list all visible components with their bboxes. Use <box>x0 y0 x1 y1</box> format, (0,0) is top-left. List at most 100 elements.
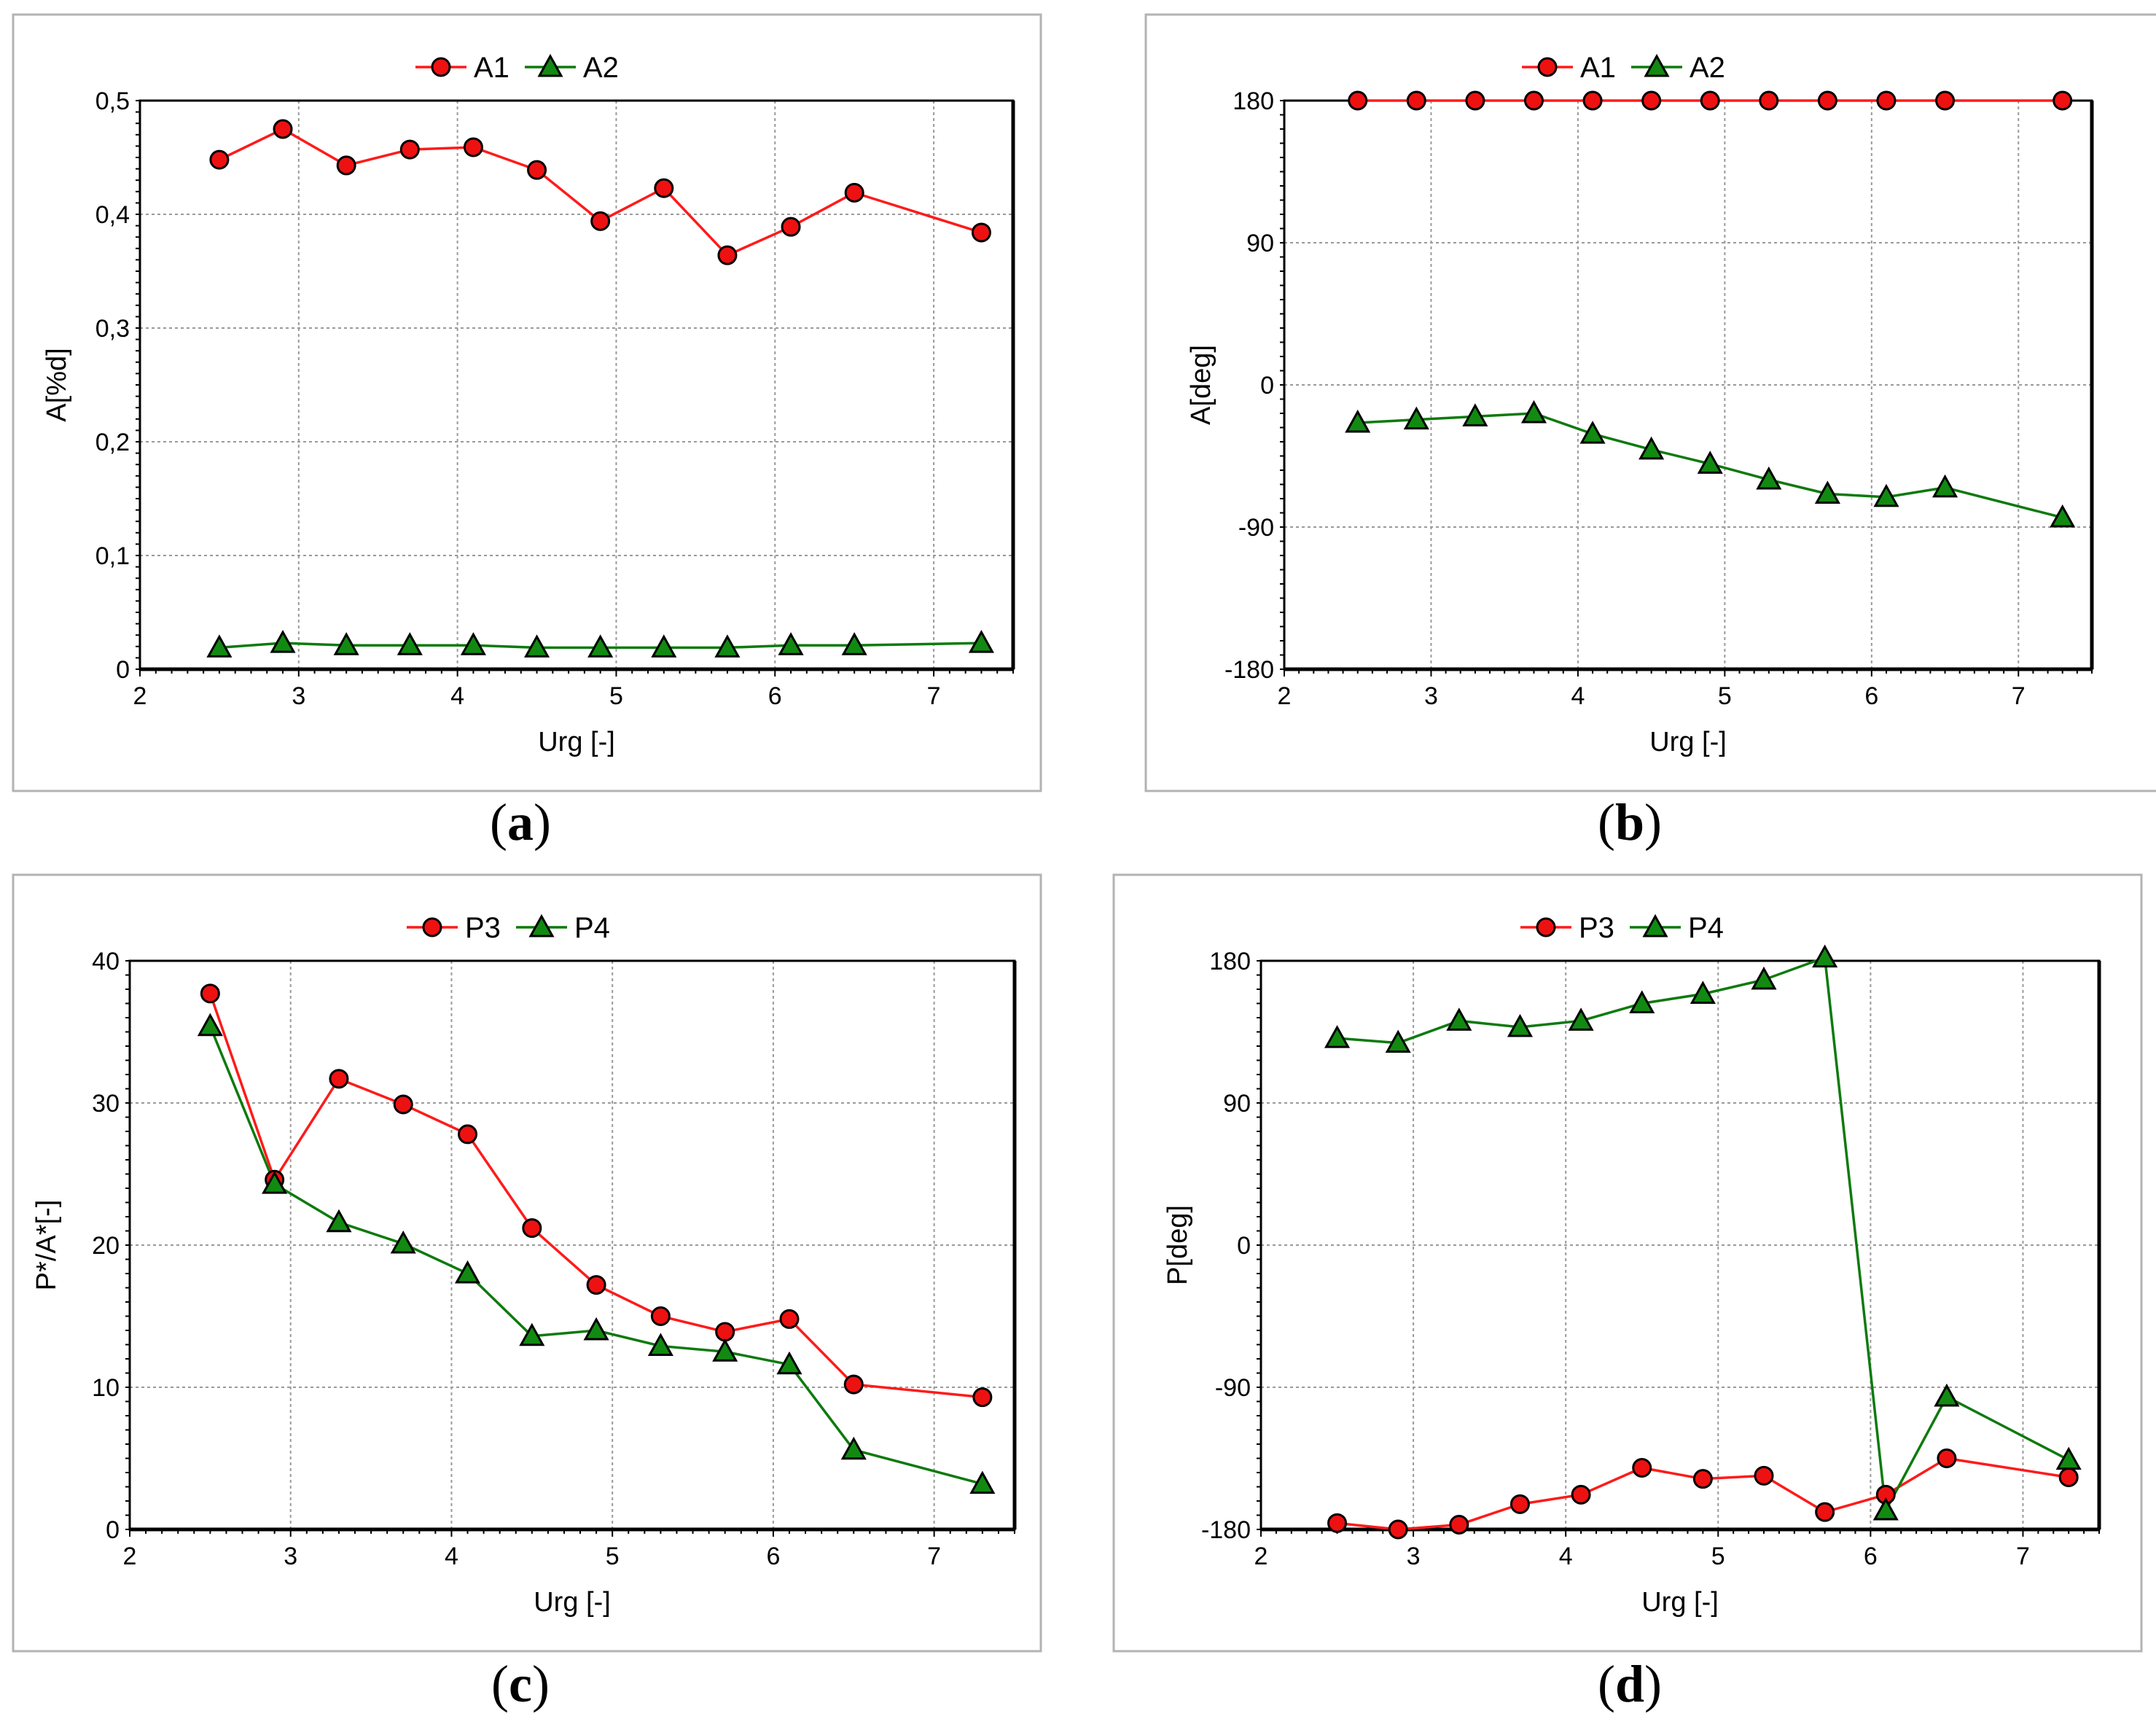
legend-label-1: P3 <box>1579 912 1614 944</box>
data-point-A2 <box>1873 483 1899 507</box>
data-point-P3 <box>586 1275 606 1295</box>
x-tick-label: 7 <box>927 1543 941 1570</box>
y-tick-label: 0,1 <box>95 542 130 570</box>
data-point-A2 <box>841 632 867 655</box>
data-point-P3 <box>1937 1449 1957 1468</box>
data-point-P3 <box>1509 1494 1530 1514</box>
data-point-P3 <box>650 1306 671 1326</box>
data-point-P4 <box>454 1260 481 1284</box>
series-line-P3 <box>208 993 983 1399</box>
data-point-P4 <box>1568 1007 1594 1031</box>
panel-frame <box>12 873 1042 1653</box>
x-tick-label: 7 <box>2016 1543 2030 1570</box>
data-point-A2 <box>1814 480 1840 504</box>
y-tick-label: 0 <box>1260 372 1274 399</box>
y-axis-label: P*/A*[-] <box>31 1200 62 1291</box>
data-point-A1 <box>399 139 420 160</box>
data-point-P4 <box>197 1013 223 1037</box>
x-axis-label: Urg [-] <box>1649 727 1727 757</box>
data-point-A1 <box>1582 90 1603 111</box>
data-point-A1 <box>209 149 230 170</box>
legend: P3 P4 <box>1520 912 1724 944</box>
data-point-A1 <box>717 245 738 265</box>
data-point-P3 <box>779 1309 800 1329</box>
data-point-A1 <box>2053 90 2073 111</box>
panel-caption: (c) <box>491 1655 550 1713</box>
y-axis-label: A[deg] <box>1186 345 1216 425</box>
y-tick-label: 90 <box>1223 1090 1251 1118</box>
x-tick-label: 7 <box>927 682 941 710</box>
y-tick-label: -180 <box>1225 656 1274 684</box>
y-tick-label: 0 <box>106 1516 120 1544</box>
data-point-P3 <box>1327 1513 1348 1533</box>
panel-caption: (b) <box>1598 793 1662 851</box>
data-point-A1 <box>336 155 356 176</box>
x-tick-label: 6 <box>766 1543 780 1570</box>
series-line-P4 <box>1337 956 2069 1515</box>
legend-label-1: A1 <box>1580 52 1616 84</box>
chart-panel-d: 2 3 4 5 6 7 -180 -90 0 90 180 Urg [-] P[deg] P3 P4 (d) <box>1112 873 2143 1713</box>
x-tick-label: 7 <box>2012 682 2026 710</box>
data-point-A2 <box>1579 421 1606 444</box>
y-tick-label: 0 <box>116 656 130 684</box>
x-tick-label: 6 <box>1864 682 1878 710</box>
y-tick-label: 0,4 <box>95 201 130 229</box>
x-tick-label: 6 <box>1864 1543 1878 1570</box>
data-point-A1 <box>781 217 801 237</box>
legend-label-1: A1 <box>474 52 509 84</box>
data-point-P4 <box>1751 966 1777 990</box>
x-tick-label: 2 <box>1254 1543 1268 1570</box>
plot-area <box>138 99 1015 671</box>
data-point-A1 <box>844 182 864 203</box>
y-tick-label: 180 <box>1209 948 1251 975</box>
data-point-A1 <box>527 160 547 180</box>
data-point-A2 <box>1697 451 1723 474</box>
x-tick-label: 3 <box>1424 682 1438 710</box>
x-tick-label: 2 <box>1278 682 1292 710</box>
panel-frame <box>1144 13 2156 792</box>
y-axis-label: P[deg] <box>1163 1205 1193 1285</box>
data-point-A1 <box>463 137 483 157</box>
data-point-P4 <box>519 1322 545 1346</box>
legend-label-2: P4 <box>574 912 610 944</box>
data-point-A1 <box>590 211 611 231</box>
data-point-A2 <box>1462 403 1488 426</box>
data-point-P3 <box>1388 1519 1408 1540</box>
data-point-A1 <box>1465 90 1485 111</box>
data-point-P3 <box>1815 1502 1835 1522</box>
data-point-P4 <box>1690 980 1716 1004</box>
y-tick-label: -90 <box>1238 514 1274 542</box>
data-point-A1 <box>1523 90 1544 111</box>
data-point-A1 <box>1700 90 1720 111</box>
x-axis-label: Urg [-] <box>538 727 615 757</box>
data-point-P4 <box>969 1470 996 1494</box>
data-point-A2 <box>460 632 486 655</box>
data-point-A1 <box>273 119 293 139</box>
series-line-A2 <box>1357 412 2063 519</box>
x-tick-label: 3 <box>292 682 305 710</box>
y-tick-label: 0,2 <box>95 429 130 456</box>
x-axis-label: Urg [-] <box>1641 1587 1719 1618</box>
data-point-A1 <box>1759 90 1779 111</box>
data-point-P3 <box>715 1322 735 1342</box>
data-point-A2 <box>1932 474 1958 498</box>
x-tick-label: 4 <box>1559 1543 1573 1570</box>
data-point-A2 <box>968 630 994 653</box>
data-point-P4 <box>712 1338 738 1362</box>
data-point-A1 <box>654 178 674 198</box>
legend-marker-1 <box>431 57 451 77</box>
legend: A1 A2 <box>1522 52 1725 84</box>
data-point-P4 <box>776 1351 802 1375</box>
panel-frame <box>12 13 1042 792</box>
x-axis-label: Urg [-] <box>534 1587 611 1618</box>
y-tick-label: 40 <box>92 948 120 975</box>
data-point-A1 <box>971 222 991 243</box>
legend-marker-2 <box>537 53 563 77</box>
data-point-A2 <box>397 632 423 655</box>
data-point-P3 <box>2058 1467 2079 1487</box>
y-tick-label: 10 <box>92 1374 120 1402</box>
y-tick-label: -180 <box>1201 1516 1251 1544</box>
data-point-P3 <box>393 1094 413 1115</box>
data-point-P3 <box>972 1387 993 1408</box>
